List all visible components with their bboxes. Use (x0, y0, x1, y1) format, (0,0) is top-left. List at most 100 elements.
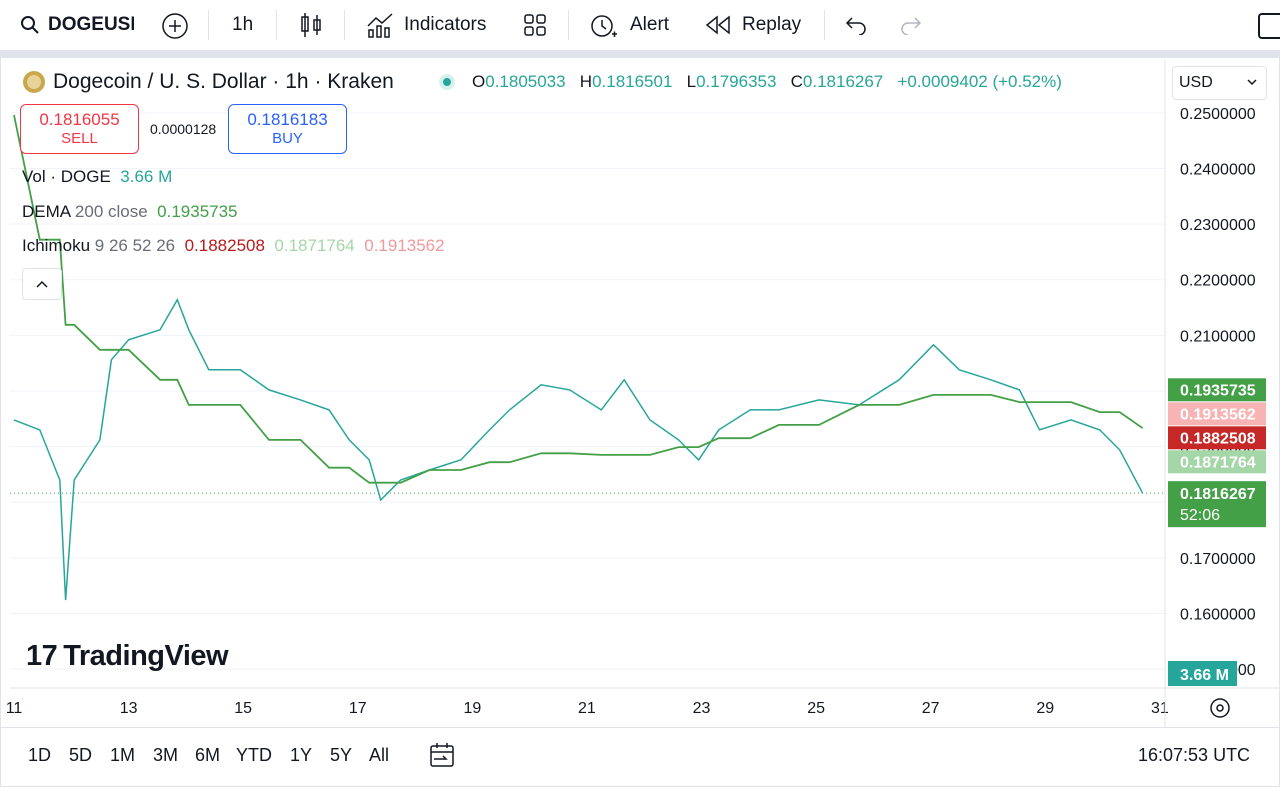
interval[interactable]: 1h (232, 14, 254, 35)
indicator-name: DEMA (22, 202, 71, 221)
range-button[interactable]: YTD (236, 745, 272, 765)
x-tick-label: 23 (693, 700, 711, 717)
indicator-value: 3.66 M (120, 167, 173, 186)
symbol[interactable]: DOGEUSD (48, 14, 134, 35)
range-button[interactable]: All (369, 745, 390, 765)
price-badge-label: 0.1871764 (1180, 454, 1256, 471)
y-tick-label: 0.2400000 (1180, 161, 1256, 178)
ohlc-label: O (472, 72, 486, 91)
layout-icon[interactable] (523, 13, 547, 37)
ohlc-label: H (579, 72, 593, 91)
series-line (13, 297, 1144, 601)
date-range-icon[interactable] (428, 741, 456, 769)
y-tick-label: 0.2100000 (1180, 328, 1256, 345)
indicator-value: 0.1913562 (364, 236, 445, 255)
range-button[interactable]: 5Y (330, 745, 353, 765)
alert-icon[interactable] (588, 10, 618, 40)
range-button[interactable]: 6M (195, 745, 221, 765)
currency: USD (1179, 74, 1213, 91)
y-tick-label: 0.2200000 (1180, 273, 1256, 290)
indicators-button[interactable]: Indicators (404, 14, 487, 35)
indicator-params: 9 26 52 26 (94, 236, 176, 255)
ohlc-value: 0.1816501 (592, 72, 673, 91)
indicator-value: 0.1935735 (157, 202, 238, 221)
last-price-badge (1168, 481, 1266, 528)
series-line (13, 114, 1144, 484)
y-tick-label: 0.2500000 (1180, 106, 1256, 123)
indicator-value: 0.1871764 (274, 236, 355, 255)
currency-select[interactable]: USD (1172, 66, 1267, 100)
price-badge (1168, 378, 1266, 402)
buy-button[interactable]: 0.1816183 BUY (228, 104, 347, 154)
volume-badge-label: 3.66 M (1180, 667, 1229, 684)
x-tick-label: 21 (578, 700, 596, 717)
volume-badge (1168, 661, 1237, 686)
price-badge-label: 0.1913562 (1180, 406, 1256, 423)
range-button[interactable]: 3M (153, 745, 179, 765)
range-button[interactable]: 1D (28, 745, 52, 765)
price-badge-label: 0.1935735 (1180, 382, 1256, 399)
x-tick-label: 27 (922, 700, 940, 717)
y-tick-label: 0.1600000 (1180, 606, 1256, 623)
buy-price: 0.1816183 (247, 110, 328, 129)
x-tick-label: 17 (349, 700, 367, 717)
x-tick-label: 19 (463, 700, 481, 717)
volume-legend: Vol · DOGE 3.66 M (22, 167, 172, 187)
clock: 16:07:53 UTC (1138, 745, 1251, 765)
price-badge-label: 0.1882508 (1180, 430, 1256, 447)
ohlc-value: 0.1805033 (485, 72, 566, 91)
logo: 17 TradingView (26, 640, 229, 672)
gear-hole (1216, 704, 1224, 712)
panel-toggle[interactable] (1258, 13, 1280, 39)
ohlc-value: 0.1816267 (802, 72, 884, 91)
price-badge (1168, 450, 1266, 474)
x-tick-label: 11 (6, 700, 23, 717)
price-badge (1168, 402, 1266, 426)
ohlc-label: L (686, 72, 697, 91)
ichimoku-legend: Ichimoku 9 26 52 26 0.1882508 0.1871764 … (22, 236, 445, 256)
collapse-button[interactable] (22, 268, 62, 300)
sell-price: 0.1816055 (39, 110, 120, 129)
gear (1210, 698, 1230, 718)
spread: 0.0000128 (150, 121, 217, 137)
replay-icon[interactable] (705, 15, 731, 35)
x-tick-label: 15 (234, 700, 252, 717)
x-tick-label: 25 (807, 700, 825, 717)
indicators-icon[interactable] (366, 12, 394, 38)
divider (0, 727, 1280, 728)
chart-type-icon[interactable] (298, 11, 324, 39)
range-button[interactable]: 1M (110, 745, 136, 765)
settings-icon[interactable] (1210, 698, 1230, 718)
chevron (1247, 79, 1257, 86)
range-button[interactable]: 5D (69, 745, 93, 765)
logo-text: TradingView (63, 640, 229, 672)
sell-button[interactable]: 0.1816055 SELL (20, 104, 139, 154)
chevron (36, 280, 48, 288)
x-tick-label: 13 (120, 700, 138, 717)
indicator-params: 200 close (74, 202, 148, 221)
toolbar: DOGEUSD 1h Indicators Alert Replay (0, 0, 1280, 50)
add-symbol[interactable] (161, 12, 189, 40)
alert-button[interactable]: Alert (630, 14, 670, 35)
replay-button[interactable]: Replay (742, 14, 802, 35)
countdown: 52:06 (1180, 507, 1220, 524)
sell-label: SELL (61, 130, 98, 147)
redo-icon[interactable] (900, 15, 922, 35)
indicator-value: 0.1882508 (184, 236, 265, 255)
last-price-label: 0.1816267 (1180, 486, 1256, 503)
ohlc-label: C (790, 72, 803, 91)
search-icon[interactable] (20, 15, 40, 35)
market-status (439, 74, 455, 90)
change: +0.0009402 (+0.52%) (897, 72, 1062, 91)
y-tick-label: 0.1700000 (1180, 551, 1256, 568)
indicator-name: Vol · DOGE (22, 167, 111, 186)
range-button[interactable]: 1Y (290, 745, 313, 765)
symbol-title: Dogecoin / U. S. Dollar · 1h · Kraken (53, 70, 394, 93)
undo-icon[interactable] (845, 15, 867, 35)
indicator-name: Ichimoku (22, 236, 91, 255)
ohlc: O0.1805033 H0.1816501 L0.1796353 C0.1816… (472, 72, 1062, 92)
dema-legend: DEMA 200 close 0.1935735 (22, 202, 238, 222)
ohlc-value: 0.1796353 (696, 72, 777, 91)
